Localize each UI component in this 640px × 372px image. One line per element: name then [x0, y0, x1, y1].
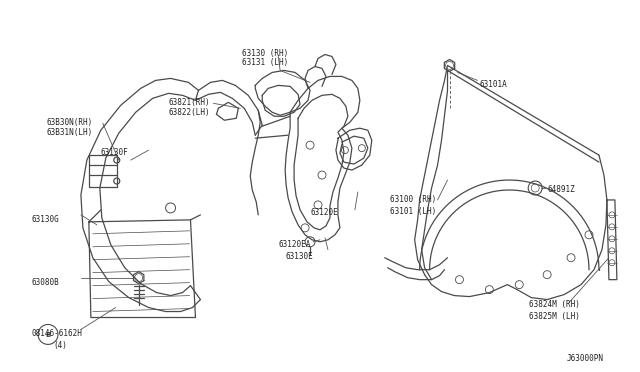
Text: (4): (4)	[53, 341, 67, 350]
Text: 63825M (LH): 63825M (LH)	[529, 311, 580, 321]
Text: 63131 (LH): 63131 (LH)	[243, 58, 289, 67]
Text: 63B30N(RH): 63B30N(RH)	[46, 118, 92, 127]
Text: 63101A: 63101A	[479, 80, 507, 89]
Text: 63130F: 63130F	[101, 148, 129, 157]
Text: 63100 (RH): 63100 (RH)	[390, 195, 436, 204]
Text: J63000PN: J63000PN	[567, 355, 604, 363]
Text: 63B31N(LH): 63B31N(LH)	[46, 128, 92, 137]
Text: 63130G: 63130G	[31, 215, 59, 224]
Text: 63130 (RH): 63130 (RH)	[243, 48, 289, 58]
Text: 63822(LH): 63822(LH)	[168, 108, 210, 117]
Text: 63120EA: 63120EA	[278, 240, 310, 249]
Text: 08146-6162H: 08146-6162H	[31, 330, 82, 339]
Text: 63821(RH): 63821(RH)	[168, 98, 210, 108]
Text: 64891Z: 64891Z	[547, 185, 575, 194]
Text: 63120E: 63120E	[310, 208, 338, 217]
Text: 63824M (RH): 63824M (RH)	[529, 299, 580, 309]
Text: 63080B: 63080B	[31, 278, 59, 287]
Text: 63101 (LH): 63101 (LH)	[390, 207, 436, 216]
Text: B: B	[45, 333, 51, 339]
Text: 63130E: 63130E	[285, 252, 313, 261]
